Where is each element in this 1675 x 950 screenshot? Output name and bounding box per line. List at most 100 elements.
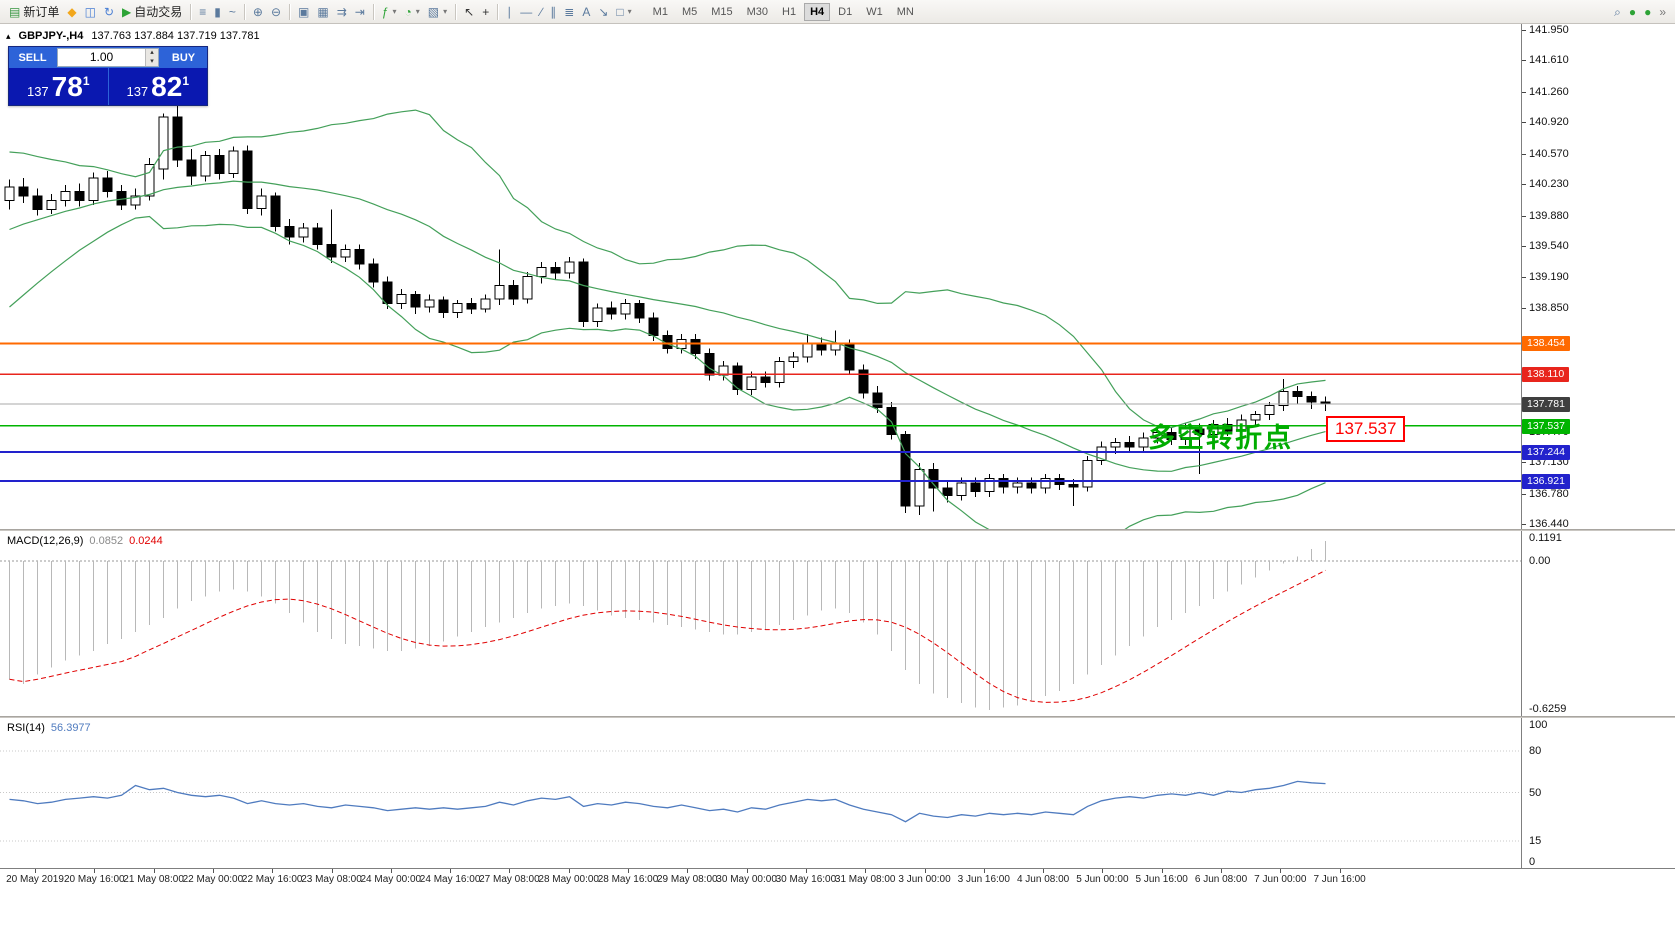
arrow-tool-icon-glyph: ↘ <box>598 4 609 19</box>
shapes-icon[interactable]: □ ▾ <box>612 2 635 22</box>
mql5-market-icon[interactable]: ◆ <box>63 2 80 22</box>
cursor-icon[interactable]: ↖ <box>460 2 478 22</box>
rsi-panel[interactable]: RSI(14) 56.3977 <box>0 718 1521 868</box>
time-axis-label: 29 May 08:00 <box>656 874 718 885</box>
sell-button[interactable]: 137 78 1 <box>9 68 108 105</box>
rsi-axis-label: 15 <box>1529 835 1542 848</box>
price-axis-label: 139.540 <box>1529 240 1569 253</box>
macd-label-row: MACD(12,26,9) 0.0852 0.0244 <box>7 535 163 547</box>
time-axis-label: 31 May 08:00 <box>834 874 896 885</box>
toolbar-overflow-icon[interactable]: » <box>1655 2 1670 22</box>
mql5-market-icon-glyph: ◆ <box>67 4 77 19</box>
toolbar-group: ƒ ▾ ◔ ▾ ▧ ▾ <box>378 0 451 23</box>
timeframe-w1[interactable]: W1 <box>866 5 883 18</box>
text-tool-icon[interactable]: A <box>578 2 594 22</box>
timeframe-h1[interactable]: H1 <box>782 5 797 18</box>
time-axis-tick <box>628 869 629 873</box>
chart-line-icon-glyph: ~ <box>228 4 236 19</box>
panel-separator[interactable] <box>0 716 1675 718</box>
price-axis-label: 136.440 <box>1529 517 1569 529</box>
macd-panel[interactable]: MACD(12,26,9) 0.0852 0.0244 <box>0 531 1521 716</box>
price-axis-tick <box>1522 153 1526 155</box>
price-axis-tick <box>1522 91 1526 93</box>
macd-axis[interactable]: 0.1191 0.00 -0.6259 <box>1521 531 1675 716</box>
chart-line-icon[interactable]: ~ <box>225 2 240 22</box>
main-chart-svg <box>0 106 1521 529</box>
new-order-button[interactable]: ▤ 新订单 <box>5 2 63 22</box>
price-tag-label: 137.537 <box>1326 416 1406 442</box>
vertical-line-icon-glyph: ∣ <box>506 4 513 19</box>
templates-button-caret: ▾ <box>443 7 448 16</box>
zoom-out-icon-glyph: ⊖ <box>270 4 282 19</box>
panel-separator[interactable] <box>0 529 1675 531</box>
profile-icon[interactable]: ◫ <box>81 2 100 22</box>
rsi-axis-label: 100 <box>1529 719 1548 731</box>
time-axis-label: 21 May 08:00 <box>123 874 184 885</box>
timeframe-m15[interactable]: M15 <box>711 5 733 18</box>
zoom-in-icon[interactable]: ⊕ <box>249 2 267 22</box>
time-axis-label: 5 Jun 16:00 <box>1135 874 1188 885</box>
volume-input[interactable]: 1.00 ▴ ▾ <box>57 48 159 67</box>
chart-shift-icon[interactable]: ⇥ <box>351 2 369 22</box>
time-axis-label: 30 May 00:00 <box>716 874 777 885</box>
chart-bars-icon[interactable]: ≡ <box>195 2 210 22</box>
tile-windows-icon[interactable]: ▣ <box>294 2 313 22</box>
time-axis-tick <box>746 869 748 873</box>
timeframe-d1[interactable]: D1 <box>838 5 853 18</box>
price-line-badge-138.454: 138.454 <box>1522 336 1570 352</box>
time-axis-label: 28 May 16:00 <box>597 874 659 885</box>
timeframe-m1[interactable]: M1 <box>652 5 668 18</box>
symbol-name: GBPJPY-,H4 <box>18 30 84 42</box>
price-axis-tick <box>1522 246 1526 248</box>
sell-header[interactable]: SELL <box>18 51 47 64</box>
time-axis[interactable]: 20 May 2019 20 May 16:00 21 May 08:00 22 Ma… <box>0 868 1675 888</box>
chart-candles-icon[interactable]: ▮ <box>210 2 225 22</box>
rsi-axis[interactable]: 100 80 50 15 0 <box>1521 718 1675 868</box>
crosshair-icon[interactable]: + <box>478 2 493 22</box>
help-icon[interactable]: ● <box>1640 2 1655 22</box>
community-icon[interactable]: ● <box>1625 2 1640 22</box>
price-axis-tick <box>1522 215 1526 217</box>
panel-collapse-icon[interactable]: ▴ <box>6 30 11 41</box>
fibonacci-icon[interactable]: ≣ <box>560 2 578 22</box>
toolbar-group: ▣ ▦ ⇉ ⇥ <box>294 0 369 23</box>
indicators-button[interactable]: ƒ ▾ <box>378 2 401 22</box>
auto-trading-button[interactable]: ▶ 自动交易 <box>118 2 186 22</box>
auto-scroll-icon[interactable]: ⇉ <box>333 2 351 22</box>
channel-icon[interactable]: ∥ <box>546 2 560 22</box>
chart-bars-icon-glyph: ≡ <box>199 4 207 19</box>
price-axis-tick <box>1522 122 1526 124</box>
horizontal-line-icon[interactable]: ― <box>516 2 536 22</box>
zoom-out-icon[interactable]: ⊖ <box>267 2 285 22</box>
arrow-tool-icon[interactable]: ↘ <box>594 2 612 22</box>
buy-header[interactable]: BUY <box>171 51 196 64</box>
timeframe-m5[interactable]: M5 <box>681 5 698 18</box>
time-axis-tick <box>390 869 392 873</box>
grid-icon[interactable]: ▦ <box>313 2 332 22</box>
refresh-icon[interactable]: ↻ <box>100 2 118 22</box>
timeframe-h4[interactable]: H4 <box>804 2 831 21</box>
buy-price-prefix: 137 <box>126 83 149 99</box>
timeframe-m30[interactable]: M30 <box>746 5 769 18</box>
vertical-line-icon[interactable]: ∣ <box>502 2 516 22</box>
one-click-trading-panel: SELL 1.00 ▴ ▾ BUY 137 78 1 137 <box>8 46 208 106</box>
rsi-value: 56.3977 <box>50 722 91 734</box>
price-axis[interactable]: 141.950 141.610 141.260 140.920 140.570 140.2… <box>1521 24 1675 529</box>
main-chart-panel[interactable]: ▴ GBPJPY-,H4 137.763 137.884 137.719 137… <box>0 24 1521 529</box>
toolbar-group: ⊕ ⊖ <box>249 0 285 23</box>
zoom-in-icon-glyph: ⊕ <box>252 4 263 19</box>
time-axis-tick <box>1161 869 1163 873</box>
periods-button[interactable]: ◔ ▾ <box>401 2 424 22</box>
volume-decrease-button[interactable]: ▾ <box>146 57 158 66</box>
shapes-icon-caret: ▾ <box>627 7 632 16</box>
templates-button[interactable]: ▧ ▾ <box>424 2 451 22</box>
chart-candles-icon-glyph: ▮ <box>214 4 221 19</box>
trendline-icon[interactable]: ∕ <box>536 2 546 22</box>
volume-increase-button[interactable]: ▴ <box>146 49 158 58</box>
sell-price-big: 78 <box>51 70 83 102</box>
buy-button[interactable]: 137 82 1 <box>107 68 207 105</box>
shapes-icon-glyph: □ <box>616 4 624 19</box>
timeframe-mn[interactable]: MN <box>896 5 914 18</box>
price-line-badge-136.921: 136.921 <box>1522 473 1570 489</box>
search-icon[interactable]: ⌕ <box>1610 2 1625 22</box>
